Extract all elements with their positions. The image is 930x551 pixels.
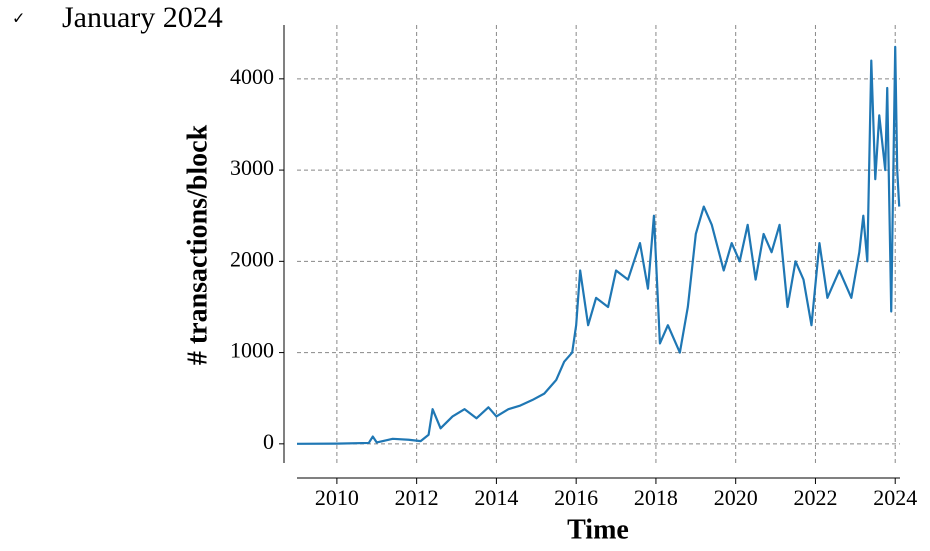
y-tick-label: 0 (263, 429, 274, 454)
y-tick-label: 2000 (230, 246, 274, 271)
data-line (296, 45, 901, 445)
check-mark: ✓ (12, 11, 25, 28)
x-tick-label: 2022 (793, 485, 837, 510)
x-tick-label: 2018 (634, 485, 678, 510)
x-tick-label: 2024 (873, 485, 917, 510)
x-tick-label: 2010 (315, 485, 359, 510)
y-tick-label: 1000 (230, 338, 274, 363)
x-tick-label: 2014 (474, 485, 518, 510)
y-tick-label: 4000 (230, 64, 274, 89)
x-tick-label: 2012 (395, 485, 439, 510)
y-axis-label: # transactions/block (182, 124, 213, 365)
x-tick-label: 2020 (714, 485, 758, 510)
y-tick-label: 3000 (230, 155, 274, 180)
x-tick-label: 2016 (554, 485, 598, 510)
x-axis-label: Time (567, 514, 629, 545)
caption: January 2024 (62, 1, 223, 34)
